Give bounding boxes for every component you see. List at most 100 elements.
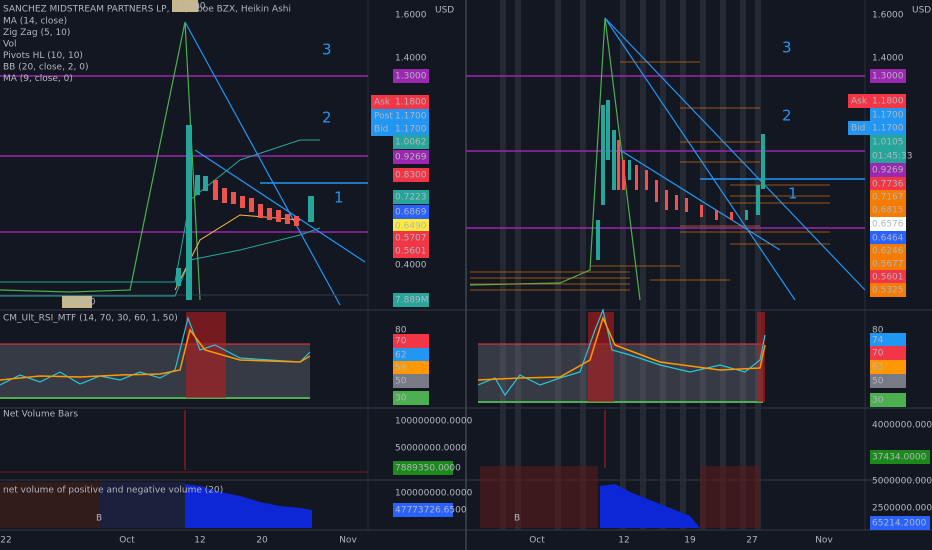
scale-label: 70 — [395, 337, 407, 347]
rect-shape — [675, 195, 678, 210]
scale-label: 0.9269 — [395, 153, 427, 163]
price-tag-box — [371, 95, 394, 109]
scale-label: 0.9269 — [872, 166, 904, 176]
left-rsi-drawing — [0, 312, 311, 399]
rect-shape — [480, 466, 598, 528]
time-label: Nov — [339, 536, 357, 546]
g-shape — [617, 140, 733, 220]
scale-label: 4000000.0000 — [872, 421, 932, 431]
scale-label: 1.3000 — [395, 72, 427, 82]
scale-label: 0.7736 — [872, 180, 904, 190]
scale-label: 0.6490 — [395, 222, 427, 232]
price-tag-box — [371, 122, 394, 136]
rect-shape — [588, 312, 614, 402]
polyline-shape — [0, 315, 311, 386]
rect-shape — [622, 160, 625, 190]
rect-shape — [645, 170, 648, 190]
scale-label: 50000000.0000 — [395, 444, 467, 454]
scale-label: 80 — [395, 326, 407, 336]
scale-label: 0.5601 — [872, 273, 904, 283]
scale-label-box — [870, 190, 906, 204]
line-shape — [184, 21, 341, 306]
scale-label: 47773726.6500 — [395, 506, 467, 516]
wave-annotation: 1 — [334, 189, 344, 207]
scale-label: 0.5677 — [872, 260, 904, 270]
scale-label-box — [870, 135, 906, 149]
time-label: 12 — [194, 536, 205, 546]
scale-label-box — [870, 333, 906, 347]
scale-label-box — [870, 163, 906, 177]
scale-label-box — [393, 150, 429, 164]
scale-label: 2500000.0000 — [872, 504, 932, 514]
wave-annotation: 2 — [782, 107, 792, 125]
line-shape — [619, 149, 781, 251]
rect-shape — [186, 125, 192, 300]
time-label: 19 — [684, 536, 696, 546]
session-stripes — [500, 0, 761, 530]
rect-shape — [620, 0, 626, 530]
scale-label-box — [393, 190, 429, 204]
rect-shape — [478, 344, 763, 402]
scale-label-box — [870, 94, 906, 108]
wave-annotation: 3 — [782, 39, 792, 57]
rect-shape — [715, 210, 718, 220]
time-label: 12 — [618, 536, 629, 546]
scale-label: 74 — [872, 336, 884, 346]
right-rsi-drawing — [477, 307, 766, 403]
rect-shape — [203, 176, 208, 191]
scale-label-box — [870, 69, 906, 83]
rect-shape — [761, 134, 765, 189]
scale-label: 1.6000 — [872, 11, 904, 21]
rect-shape — [0, 344, 310, 398]
scale-label: 0.6815 — [872, 206, 904, 216]
price-tag: Post — [374, 112, 393, 122]
polyline-shape — [477, 315, 766, 381]
rect-shape — [580, 0, 586, 530]
polyline-shape — [0, 21, 201, 301]
path-shape — [600, 484, 700, 528]
price-tag: Ask — [374, 98, 391, 108]
scale-label-box — [393, 391, 429, 405]
time-label: Nov — [815, 536, 833, 546]
rect-shape — [655, 180, 658, 202]
rect-shape — [240, 196, 245, 208]
price-tag: Bid — [374, 125, 388, 135]
scale-label: 1.1800 — [395, 98, 427, 108]
scale-label: 1.4000 — [395, 54, 427, 64]
low-label-box — [62, 296, 92, 308]
indicator-legend: MA (14, close) — [3, 17, 67, 27]
price-tag-box — [848, 94, 871, 108]
scale-label: 1.4000 — [872, 54, 904, 64]
g-shape — [470, 61, 830, 291]
rect-shape — [756, 185, 760, 215]
scale-label-box — [870, 149, 906, 163]
pos-neg-title: net volume of positive and negative volu… — [3, 486, 223, 496]
rect-shape — [720, 0, 726, 530]
rect-shape — [515, 0, 521, 530]
polyline-shape — [477, 307, 766, 397]
scale-label-box — [393, 244, 429, 258]
signal-marker: B — [96, 514, 102, 524]
wave-annotation: 2 — [322, 109, 332, 127]
right-volume-drawing — [480, 410, 760, 528]
scale-label-box — [393, 348, 429, 362]
g-shape — [213, 180, 299, 226]
rect-shape — [700, 0, 706, 530]
signal-marker: B — [514, 514, 520, 524]
currency: USD — [912, 6, 931, 16]
scale-label: 1.1700 — [872, 111, 904, 121]
price-tag: Bid — [851, 124, 865, 134]
rect-shape — [628, 160, 631, 180]
line-shape — [604, 17, 796, 301]
time-label: Oct — [119, 536, 135, 546]
scale-label-box — [870, 231, 906, 245]
scale-label-box — [870, 108, 906, 122]
scale-label: 59 — [395, 364, 407, 374]
line-shape — [604, 17, 866, 291]
low-label: 0.2640 — [64, 298, 96, 308]
price-tag-box — [371, 109, 394, 123]
rect-shape — [640, 0, 646, 530]
rect-shape — [700, 205, 703, 217]
rect-shape — [665, 190, 668, 210]
